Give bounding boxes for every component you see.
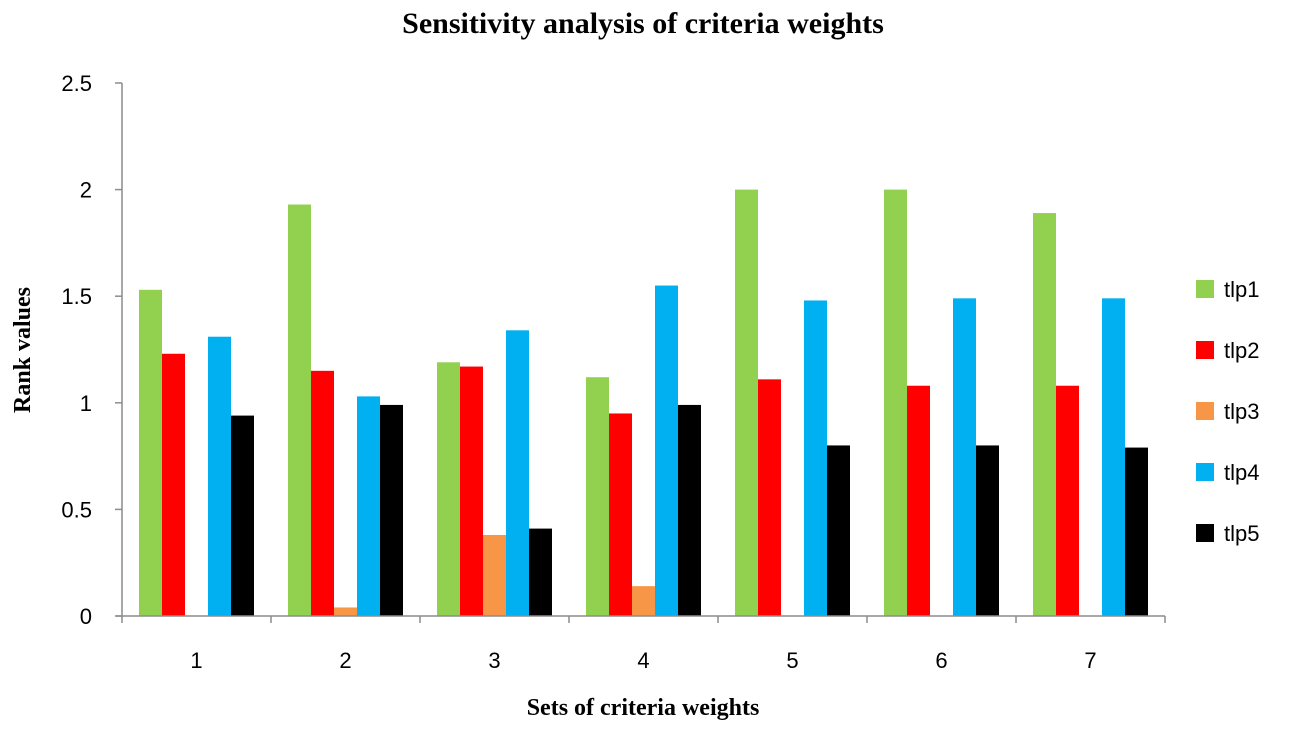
bar-tlp1-2 <box>288 204 311 617</box>
bar-tlp5-3 <box>529 528 552 616</box>
x-axis-title: Sets of criteria weights <box>527 695 760 721</box>
bar-tlp5-6 <box>976 445 999 616</box>
bar-tlp1-4 <box>586 377 609 616</box>
bar-tlp4-6 <box>953 298 976 616</box>
legend-swatch-tlp4 <box>1196 463 1214 481</box>
bar-tlp4-5 <box>804 300 827 616</box>
x-tick-label: 3 <box>488 648 500 673</box>
bar-tlp5-1 <box>231 415 254 616</box>
legend-label-tlp2: tlp2 <box>1224 338 1259 363</box>
bar-tlp1-6 <box>884 189 907 616</box>
bar-tlp4-4 <box>655 285 678 616</box>
x-tick-label: 4 <box>637 648 649 673</box>
x-axis-ticks: 1 2 3 4 5 6 7 <box>121 616 1166 673</box>
legend-label-tlp5: tlp5 <box>1224 521 1259 546</box>
bar-tlp4-7 <box>1102 298 1125 616</box>
x-tick-label: 6 <box>935 648 947 673</box>
x-tick-label: 1 <box>190 648 202 673</box>
bar-tlp2-1 <box>162 353 185 616</box>
bar-tlp2-4 <box>609 413 632 616</box>
y-axis-title: Rank values <box>10 287 36 413</box>
x-tick-label: 5 <box>786 648 798 673</box>
x-tick-label: 2 <box>339 648 351 673</box>
bar-tlp4-2 <box>357 396 380 616</box>
bar-tlp5-5 <box>827 445 850 616</box>
bar-tlp4-1 <box>208 336 231 616</box>
bar-tlp1-3 <box>437 362 460 616</box>
x-tick-label: 7 <box>1084 648 1096 673</box>
bar-tlp2-7 <box>1056 385 1079 616</box>
legend-label-tlp1: tlp1 <box>1224 277 1259 302</box>
y-tick-label: 2 <box>80 178 92 203</box>
y-tick-label: 0.5 <box>61 497 92 522</box>
legend-swatch-tlp2 <box>1196 341 1214 359</box>
y-tick-label: 1 <box>80 391 92 416</box>
bar-tlp5-4 <box>678 404 701 616</box>
bar-tlp2-2 <box>311 370 334 616</box>
chart-title: Sensitivity analysis of criteria weights <box>402 7 884 40</box>
bar-tlp4-3 <box>506 330 529 616</box>
legend-swatch-tlp5 <box>1196 524 1214 542</box>
bar-tlp5-2 <box>380 404 403 616</box>
y-axis-ticks: 0 0.5 1 1.5 2 2.5 <box>61 71 122 629</box>
bar-tlp1-5 <box>735 189 758 616</box>
legend-label-tlp4: tlp4 <box>1224 460 1259 485</box>
bar-tlp5-7 <box>1125 447 1148 616</box>
bar-tlp2-6 <box>907 385 930 616</box>
legend-label-tlp3: tlp3 <box>1224 399 1259 424</box>
bar-tlp1-7 <box>1033 213 1056 616</box>
bar-tlp2-5 <box>758 379 781 616</box>
bar-tlp3-3 <box>483 534 506 616</box>
y-tick-label: 1.5 <box>61 284 92 309</box>
bar-tlp3-2 <box>334 607 357 616</box>
bar-tlp1-1 <box>139 289 162 616</box>
legend-swatch-tlp3 <box>1196 402 1214 420</box>
y-tick-label: 2.5 <box>61 71 92 96</box>
bar-tlp3-4 <box>632 586 655 616</box>
y-tick-label: 0 <box>80 604 92 629</box>
legend: tlp1 tlp2 tlp3 tlp4 tlp5 <box>1196 277 1259 546</box>
bar-tlp2-3 <box>460 366 483 616</box>
legend-swatch-tlp1 <box>1196 280 1214 298</box>
bars <box>139 189 1148 617</box>
